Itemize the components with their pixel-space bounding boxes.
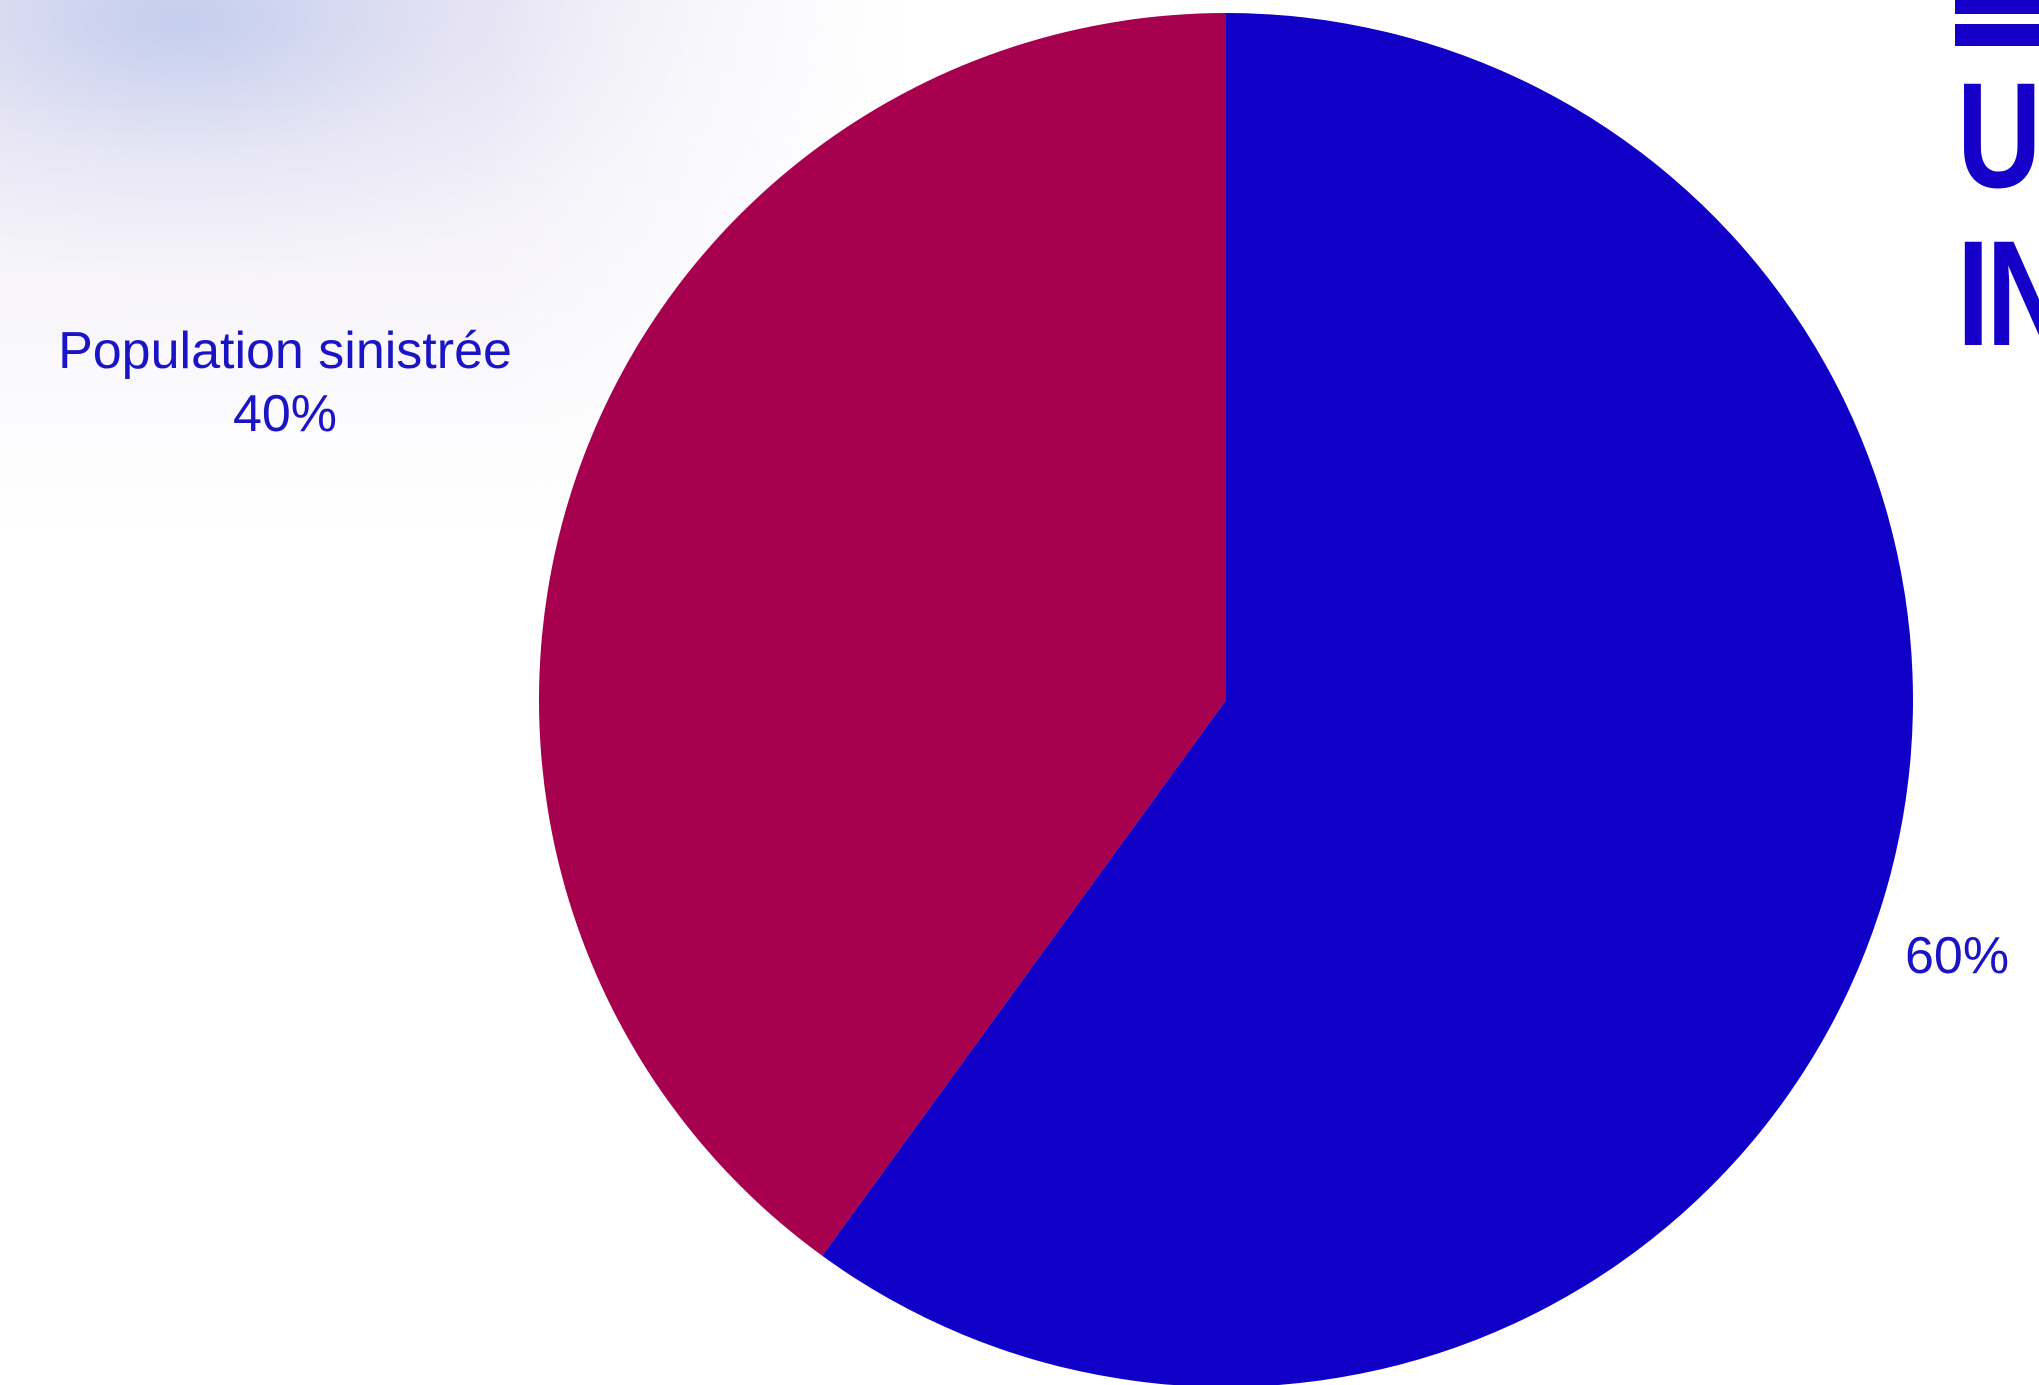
slice-label-remaining: 60%: [1905, 925, 2039, 988]
logo-letters-line-1: UI: [1957, 51, 2039, 219]
slice-name-label: Population sinistrée: [58, 322, 512, 380]
logo-bar-middle: [1955, 24, 2039, 46]
logo-letters-line-2: IN: [1957, 209, 2039, 360]
slice-label-population-sinistree: Population sinistrée 40%: [10, 320, 560, 447]
slice-percent-label: 60%: [1905, 927, 2010, 985]
pie-slice-1: [538, 12, 1226, 1256]
pie-slice-0: [822, 13, 1913, 1385]
slice-percent-label: 40%: [232, 385, 338, 444]
logo-bar-top: [1955, 0, 2039, 14]
brand-logo: UI IN: [1955, 0, 2039, 360]
